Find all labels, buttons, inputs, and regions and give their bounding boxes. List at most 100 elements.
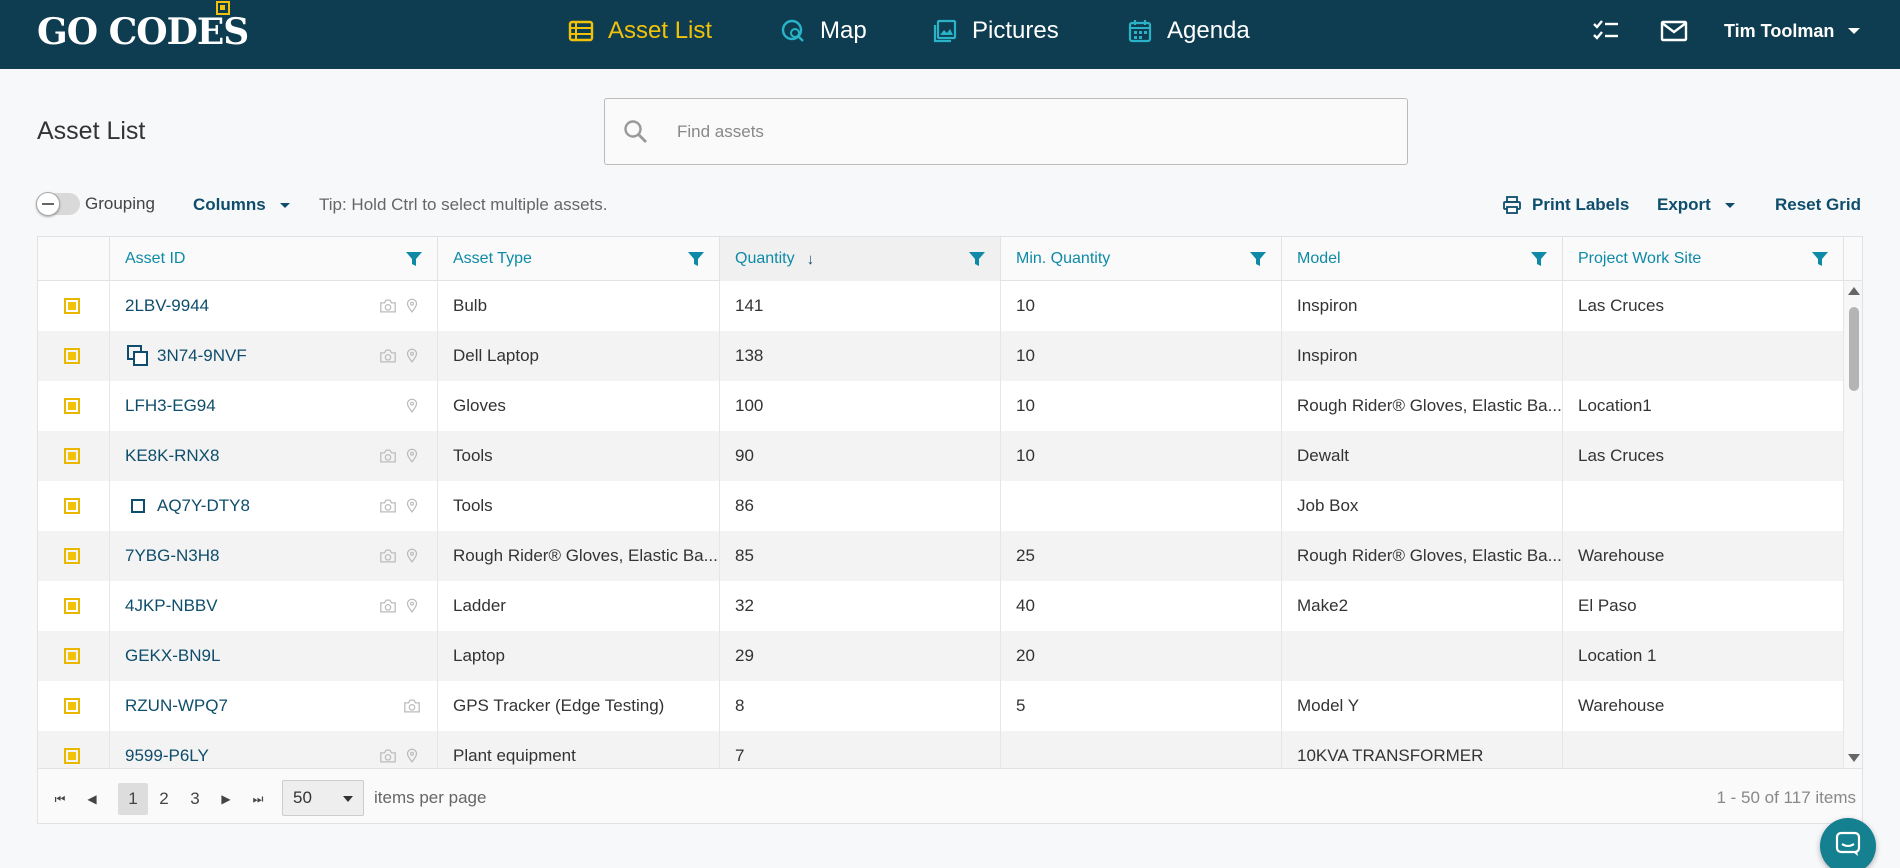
camera-icon <box>380 499 396 513</box>
table-row[interactable]: LFH3-EG94 Gloves 100 10 Rough Rider® Gloves,… <box>38 381 1844 431</box>
scrollbar-thumb[interactable] <box>1849 307 1859 391</box>
qr-code-icon[interactable] <box>64 598 80 614</box>
qr-code-icon[interactable] <box>64 548 80 564</box>
row-select-cell[interactable] <box>38 581 110 631</box>
page-number-2[interactable]: 2 <box>159 789 169 808</box>
table-row[interactable]: 3N74-9NVF Dell Laptop 138 10 Inspiron <box>38 331 1844 381</box>
asset-id-link[interactable]: 4JKP-NBBV <box>125 596 218 615</box>
qr-code-icon[interactable] <box>64 648 80 664</box>
search-input[interactable] <box>677 121 1377 142</box>
asset-id-link[interactable]: 7YBG-N3H8 <box>125 546 220 565</box>
cell-id[interactable]: RZUN-WPQ7 <box>110 681 438 731</box>
table-row[interactable]: 2LBV-9944 Bulb 141 10 Inspiron Las Cruces <box>38 281 1844 331</box>
cell-id[interactable]: 9599-P6LY <box>110 731 438 768</box>
asset-id-link[interactable]: AQ7Y-DTY8 <box>157 496 250 515</box>
page-number-3[interactable]: 3 <box>190 789 200 808</box>
asset-id-link[interactable]: 2LBV-9944 <box>125 296 210 315</box>
cell-text: Las Cruces <box>1578 446 1664 465</box>
table-row[interactable]: 4JKP-NBBV Ladder 32 40 Make2 El Paso <box>38 581 1844 631</box>
row-select-cell[interactable] <box>38 481 110 531</box>
qr-code-icon[interactable] <box>64 748 80 764</box>
cell-id[interactable]: 4JKP-NBBV <box>110 581 438 631</box>
row-select-cell[interactable] <box>38 331 110 381</box>
asset-id-link[interactable]: 9599-P6LY <box>125 746 209 765</box>
cell-type: Dell Laptop <box>438 331 720 381</box>
cell-model: Dewalt <box>1282 431 1563 481</box>
row-select-cell[interactable] <box>38 631 110 681</box>
cell-id[interactable]: GEKX-BN9L <box>110 631 438 681</box>
row-select-cell[interactable] <box>38 381 110 431</box>
nav-asset-list[interactable]: Asset List <box>568 0 712 62</box>
column-header-quantity[interactable]: Quantity ↓ <box>720 237 1001 281</box>
filter-icon[interactable] <box>405 250 423 268</box>
grid-scrollbar[interactable] <box>1844 281 1862 768</box>
asset-id-link[interactable]: GEKX-BN9L <box>125 646 221 665</box>
column-header-model[interactable]: Model <box>1282 237 1563 281</box>
row-select-cell[interactable] <box>38 531 110 581</box>
table-row[interactable]: 9599-P6LY Plant equipment 7 10KVA TRANSFORM… <box>38 731 1844 768</box>
qr-code-icon[interactable] <box>64 498 80 514</box>
asset-id-link[interactable]: KE8K-RNX8 <box>125 446 220 465</box>
items-per-page-label: items per page <box>374 788 487 807</box>
reset-grid-button[interactable]: Reset Grid <box>1775 195 1861 215</box>
cell-id[interactable]: LFH3-EG94 <box>110 381 438 431</box>
items-per-page-select[interactable]: 50 <box>282 780 364 816</box>
cell-type: Gloves <box>438 381 720 431</box>
asset-id-link[interactable]: LFH3-EG94 <box>125 396 216 415</box>
row-select-cell[interactable] <box>38 681 110 731</box>
chat-button[interactable] <box>1820 818 1876 868</box>
search-box[interactable] <box>604 98 1408 165</box>
qr-code-icon[interactable] <box>64 298 80 314</box>
nav-pictures[interactable]: Pictures <box>932 0 1059 62</box>
grouping-toggle[interactable] <box>36 192 80 216</box>
column-header-asset-type[interactable]: Asset Type <box>438 237 720 281</box>
row-select-cell[interactable] <box>38 731 110 768</box>
print-labels-button[interactable]: Print Labels <box>1502 195 1629 215</box>
scroll-down-arrow-icon[interactable] <box>1848 754 1860 762</box>
export-dropdown[interactable]: Export <box>1657 195 1735 215</box>
filter-icon[interactable] <box>687 250 705 268</box>
page-number-1[interactable]: 1 <box>118 783 148 815</box>
table-row[interactable]: GEKX-BN9L Laptop 29 20 Location 1 <box>38 631 1844 681</box>
column-header-min-quantity[interactable]: Min. Quantity <box>1001 237 1282 281</box>
cell-id[interactable]: AQ7Y-DTY8 <box>110 481 438 531</box>
cell-id[interactable]: 3N74-9NVF <box>110 331 438 381</box>
user-menu[interactable]: Tim Toolman <box>1724 0 1861 62</box>
gocodes-logo[interactable]: GO CODES <box>37 1 249 52</box>
first-page-icon[interactable]: ⏮ <box>54 791 66 806</box>
table-row[interactable]: 7YBG-N3H8 Rough Rider® Gloves, Elastic Ba… <box>38 531 1844 581</box>
table-row[interactable]: KE8K-RNX8 Tools 90 10 Dewalt Las Cruces <box>38 431 1844 481</box>
scroll-up-arrow-icon[interactable] <box>1848 287 1860 295</box>
qr-code-icon[interactable] <box>64 348 80 364</box>
filter-icon[interactable] <box>1249 250 1267 268</box>
filter-icon[interactable] <box>1530 250 1548 268</box>
nav-map[interactable]: Map <box>780 0 867 62</box>
next-page-icon[interactable]: ▶ <box>221 792 231 806</box>
cell-text: 138 <box>735 346 764 365</box>
filter-icon[interactable] <box>968 250 986 268</box>
last-page-icon[interactable]: ⏭ <box>252 791 264 806</box>
row-select-cell[interactable] <box>38 431 110 481</box>
column-header-asset-id[interactable]: Asset ID <box>110 237 438 281</box>
row-status-icons <box>379 348 421 364</box>
table-row[interactable]: AQ7Y-DTY8 Tools 86 Job Box <box>38 481 1844 531</box>
cell-id[interactable]: 2LBV-9944 <box>110 281 438 331</box>
asset-id-link[interactable]: 3N74-9NVF <box>157 346 247 365</box>
columns-dropdown[interactable]: Columns <box>193 195 290 215</box>
asset-id-link[interactable]: RZUN-WPQ7 <box>125 696 228 715</box>
cell-id[interactable]: KE8K-RNX8 <box>110 431 438 481</box>
qr-code-icon[interactable] <box>64 398 80 414</box>
column-header-project-work-site[interactable]: Project Work Site <box>1563 237 1844 281</box>
cell-qty: 29 <box>720 631 1001 681</box>
table-row[interactable]: RZUN-WPQ7 GPS Tracker (Edge Testing) 8 5 Mod… <box>38 681 1844 731</box>
qr-code-icon[interactable] <box>64 448 80 464</box>
filter-icon[interactable] <box>1811 250 1829 268</box>
checklist-icon[interactable] <box>1592 18 1620 44</box>
nav-pictures-label: Pictures <box>972 17 1059 44</box>
row-select-cell[interactable] <box>38 281 110 331</box>
cell-id[interactable]: 7YBG-N3H8 <box>110 531 438 581</box>
qr-code-icon[interactable] <box>64 698 80 714</box>
mail-icon[interactable] <box>1660 18 1688 44</box>
previous-page-icon[interactable]: ◀ <box>87 792 97 806</box>
nav-agenda[interactable]: Agenda <box>1127 0 1250 62</box>
